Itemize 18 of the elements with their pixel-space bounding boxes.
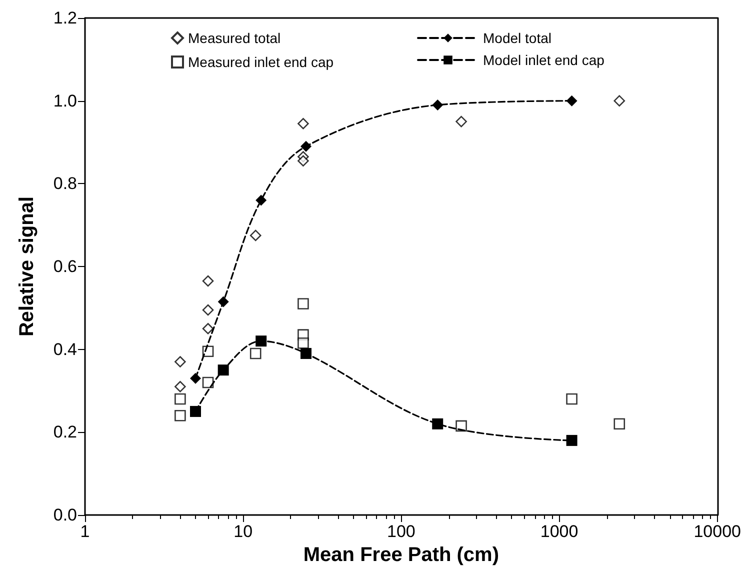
x-tick-label: 100 bbox=[386, 522, 416, 541]
y-tick-label: 0.8 bbox=[53, 174, 77, 194]
x-tick-label: 1000 bbox=[540, 522, 578, 541]
y-tick-label: 0.6 bbox=[53, 257, 77, 276]
x-axis-title: Mean Free Path (cm) bbox=[303, 544, 499, 566]
legend-label: Model inlet end cap bbox=[483, 52, 605, 68]
y-tick-label: 0.0 bbox=[53, 506, 77, 524]
legend-label: Model total bbox=[483, 30, 552, 46]
y-tick-label: 1.2 bbox=[53, 8, 77, 28]
y-tick-label: 0.4 bbox=[53, 340, 77, 359]
y-axis-title: Relative signal bbox=[16, 196, 38, 337]
legend-label: Measured total bbox=[188, 30, 281, 46]
x-tick-label: 10 bbox=[234, 522, 253, 541]
x-tick-label: 10000 bbox=[694, 522, 742, 541]
x-tick-label: 1 bbox=[80, 522, 90, 541]
y-tick-label: 1.0 bbox=[53, 91, 77, 110]
y-tick-label: 0.2 bbox=[53, 422, 77, 442]
legend-label: Measured inlet end cap bbox=[188, 54, 334, 70]
